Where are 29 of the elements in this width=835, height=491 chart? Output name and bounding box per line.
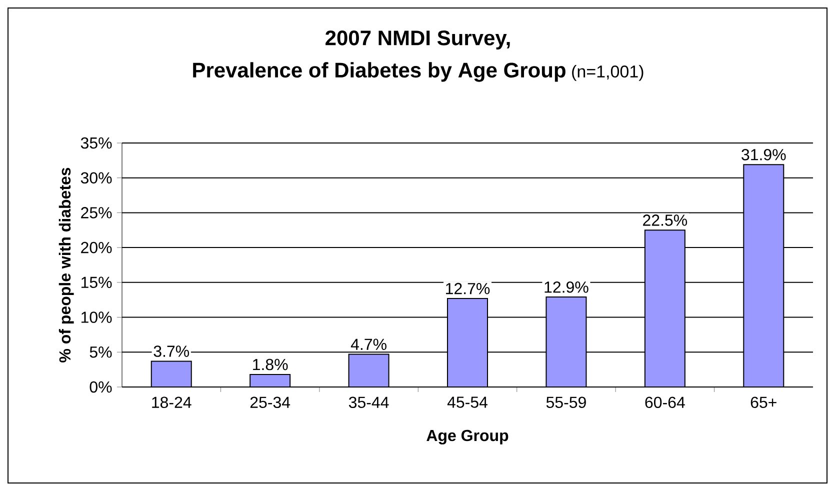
data-label: 22.5%	[643, 214, 688, 226]
data-label: 31.9%	[742, 149, 786, 160]
x-tick-label: 45-54	[447, 396, 488, 408]
x-tick-label: 35-44	[348, 396, 389, 408]
x-tick-label: 18-24	[152, 396, 192, 408]
bar	[150, 360, 192, 388]
y-tick-label: 5%	[90, 346, 112, 358]
data-label: 12.7%	[446, 282, 490, 294]
data-label: 4.7%	[350, 338, 386, 350]
y-tick-label: 0%	[90, 381, 112, 393]
y-tick-label: 30%	[80, 172, 112, 184]
text: (n=1,001)	[572, 65, 644, 81]
x-tick-label: 60-64	[645, 396, 685, 408]
y-tick-label: 20%	[81, 242, 112, 254]
y-axis-title: % of people with diabetes	[58, 168, 74, 362]
x-tick-label: 65+	[750, 396, 776, 408]
x-tick-label: 25-34	[250, 396, 290, 408]
y-tick-label: 25%	[81, 207, 112, 218]
y-tick-label: 35%	[80, 137, 112, 149]
x-tick-label: 55-59	[546, 396, 586, 408]
data-label: 12.9%	[544, 281, 588, 293]
chart-subtitle: Prevalence of Diabetes by Age Group	[193, 62, 566, 82]
y-tick-label: 10%	[81, 312, 112, 323]
data-label: 1.8%	[253, 358, 288, 370]
y-tick-label: 15%	[81, 276, 112, 288]
chart-title: 2007 NMDI Survey,	[326, 30, 510, 50]
bar	[250, 374, 291, 388]
data-label: 3.7%	[154, 346, 190, 357]
x-axis-title: Age Group	[426, 430, 508, 444]
